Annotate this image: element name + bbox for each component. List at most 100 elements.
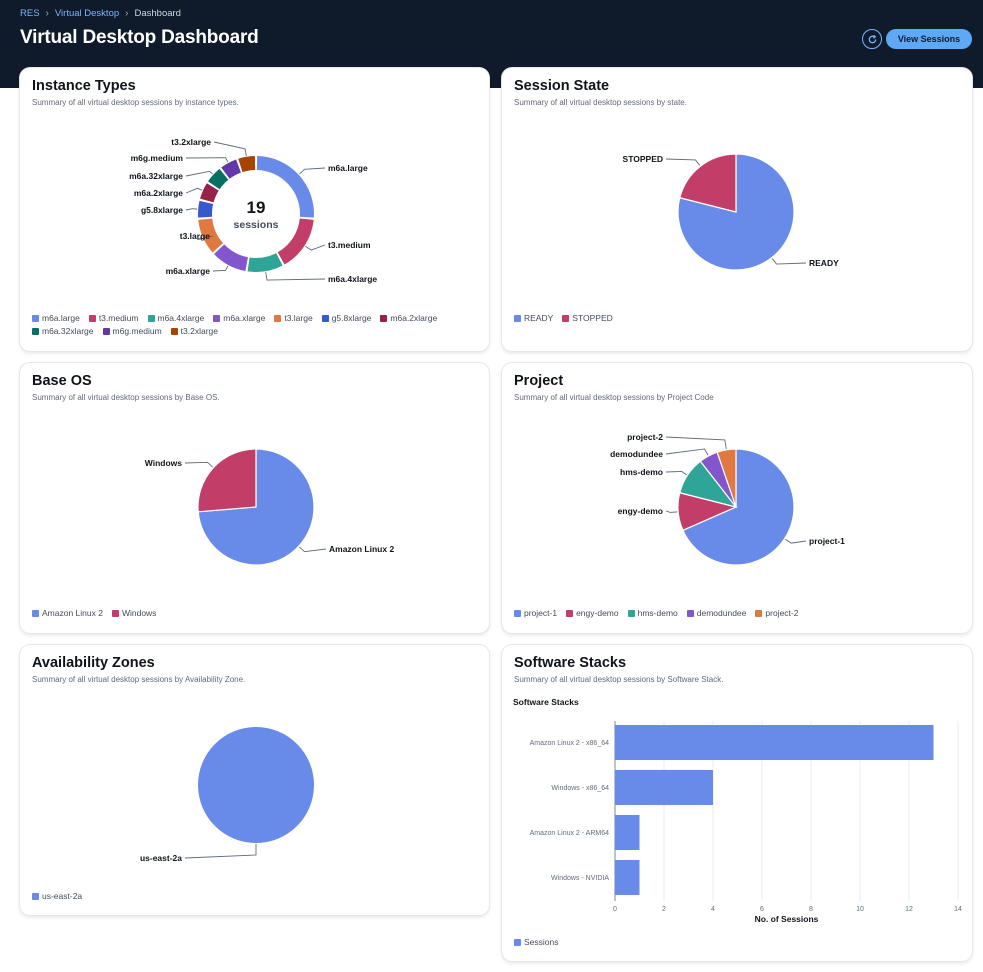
breadcrumb-virtual-desktop-link[interactable]: Virtual Desktop <box>54 8 120 19</box>
legend-label: t3.2xlarge <box>180 326 218 336</box>
slice-m6a-2xlarge[interactable] <box>200 183 219 203</box>
card-description: Summary of all virtual desktop sessions … <box>32 98 239 107</box>
legend-swatch <box>170 327 178 335</box>
slice-m6g-medium[interactable] <box>221 159 241 179</box>
slice-stopped[interactable] <box>679 153 737 213</box>
y-tick-label: Amazon Linux 2 - ARM64 <box>530 830 609 837</box>
slice-label-stopped: STOPPED <box>623 154 663 164</box>
instance-types-card: Instance Types Summary of all virtual de… <box>20 68 489 351</box>
legend-item-amazon-linux-2: Amazon Linux 2 <box>32 608 103 618</box>
legend-label: m6a.32xlarge <box>42 326 94 336</box>
slice-label-project-1: project-1 <box>809 536 845 546</box>
legend-label: Amazon Linux 2 <box>42 608 103 618</box>
legend-swatch <box>147 314 155 322</box>
legend-label: m6a.xlarge <box>223 313 266 323</box>
x-tick-label: 6 <box>760 906 764 913</box>
label-leader-line <box>665 510 678 513</box>
legend-swatch <box>514 938 521 946</box>
legend-label: project-1 <box>524 608 558 618</box>
chart-legend: Amazon Linux 2 Windows <box>32 608 472 618</box>
legend-item-ready: READY <box>514 313 553 323</box>
slice-label-m6g-medium: m6g.medium <box>131 153 184 163</box>
label-leader-line <box>265 272 326 281</box>
slice-m6a-xlarge[interactable] <box>214 244 248 272</box>
slice-windows[interactable] <box>197 448 257 513</box>
legend-item-us-east-2a: us-east-2a <box>32 891 82 901</box>
bar-amazon-linux-2-x86-64[interactable] <box>615 725 934 760</box>
software-stacks-bar-chart: Software Stacks 0 2 4 6 8 10 12 14 Amazon Linux 2… <box>513 697 962 924</box>
chevron-right-icon: › <box>45 8 49 19</box>
legend-item-hms-demo: hms-demo <box>627 608 678 618</box>
x-tick-label: 14 <box>954 906 962 913</box>
slice-label-m6a-32xlarge: m6a.32xlarge <box>129 171 183 181</box>
label-leader-line <box>785 538 807 544</box>
label-leader-line <box>184 461 213 468</box>
label-leader-line <box>212 265 229 272</box>
refresh-icon <box>868 34 876 43</box>
slice-label-t3-large: t3.large <box>180 231 211 241</box>
chevron-right-icon: › <box>125 8 129 19</box>
page-title: Virtual Desktop Dashboard <box>20 27 259 48</box>
card-title: Session State <box>514 78 610 94</box>
slice-label-windows: Windows <box>145 458 182 468</box>
bar-windows-nvidia[interactable] <box>615 860 640 895</box>
slice-t3-large[interactable] <box>198 218 224 253</box>
card-title: Software Stacks <box>514 655 627 671</box>
legend-item-project-2: project-2 <box>755 608 798 618</box>
bar-windows-x86-64[interactable] <box>615 770 713 805</box>
refresh-button[interactable] <box>862 29 882 49</box>
legend-item-m6a-xlarge: m6a.xlarge <box>213 313 265 323</box>
breadcrumb-res-link[interactable]: RES <box>20 8 40 19</box>
legend-item-m6g-medium: m6g.medium <box>102 326 162 336</box>
chart-title: Software Stacks <box>513 697 579 707</box>
view-sessions-button[interactable]: View Sessions <box>886 29 972 49</box>
legend-item-demodundee: demodundee <box>686 608 746 618</box>
slice-label-amazon-linux-2: Amazon Linux 2 <box>329 544 394 554</box>
legend-swatch <box>686 609 694 617</box>
legend-label: Windows <box>121 608 157 618</box>
slice-m6a-32xlarge[interactable] <box>208 168 229 190</box>
chart-legend: READY STOPPED <box>514 313 954 323</box>
slice-label-demodundee: demodundee <box>610 449 663 459</box>
slice-m6a-4xlarge[interactable] <box>247 253 283 272</box>
slice-project-1[interactable] <box>682 448 795 566</box>
legend-item-engy-demo: engy-demo <box>566 608 619 618</box>
label-leader-line <box>665 436 727 449</box>
card-description: Summary of all virtual desktop sessions … <box>32 675 246 684</box>
legend-item-project-1: project-1 <box>514 608 557 618</box>
availability-zones-pie-chart: us-east-2a <box>140 727 314 863</box>
label-leader-line <box>665 158 701 166</box>
breadcrumb-current: Dashboard <box>134 8 181 19</box>
slice-label-engy-demo: engy-demo <box>618 506 663 516</box>
legend-item-m6a-large: m6a.large <box>32 313 80 323</box>
slice-t3-medium[interactable] <box>277 218 314 265</box>
card-description: Summary of all virtual desktop sessions … <box>514 98 687 107</box>
label-leader-line <box>197 235 214 241</box>
legend-swatch <box>32 609 39 617</box>
slice-t3-2xlarge[interactable] <box>238 156 256 173</box>
label-leader-line <box>665 470 687 476</box>
y-tick-label: Amazon Linux 2 - x86_64 <box>530 740 609 747</box>
legend-swatch <box>111 609 119 617</box>
slice-g5-8xlarge[interactable] <box>197 200 214 218</box>
legend-swatch <box>213 314 221 322</box>
legend-label: hms-demo <box>637 608 678 618</box>
label-leader-line <box>185 157 229 163</box>
legend-label: m6g.medium <box>112 326 162 336</box>
legend-label: READY <box>524 313 554 323</box>
slice-m6a-large[interactable] <box>256 156 314 218</box>
chart-legend: Sessions <box>514 937 954 947</box>
project-card: Project Summary of all virtual desktop s… <box>502 363 972 633</box>
legend-item-stopped: STOPPED <box>562 313 613 323</box>
x-tick-label: 8 <box>809 906 813 913</box>
project-pie-chart: project-1 engy-demo hms-demo demodundee proj… <box>610 432 845 566</box>
label-leader-line <box>184 844 257 859</box>
center-total: 19 <box>247 198 266 217</box>
slice-us-east-2a[interactable] <box>198 727 314 843</box>
legend-item-g5-8xlarge: g5.8xlarge <box>321 313 371 323</box>
session-state-pie-chart: READY STOPPED <box>623 153 839 271</box>
center-label: sessions <box>234 219 279 231</box>
legend-swatch <box>274 314 282 322</box>
bar-amazon-linux-2-arm64[interactable] <box>615 815 640 850</box>
slice-project-2[interactable] <box>716 448 737 508</box>
